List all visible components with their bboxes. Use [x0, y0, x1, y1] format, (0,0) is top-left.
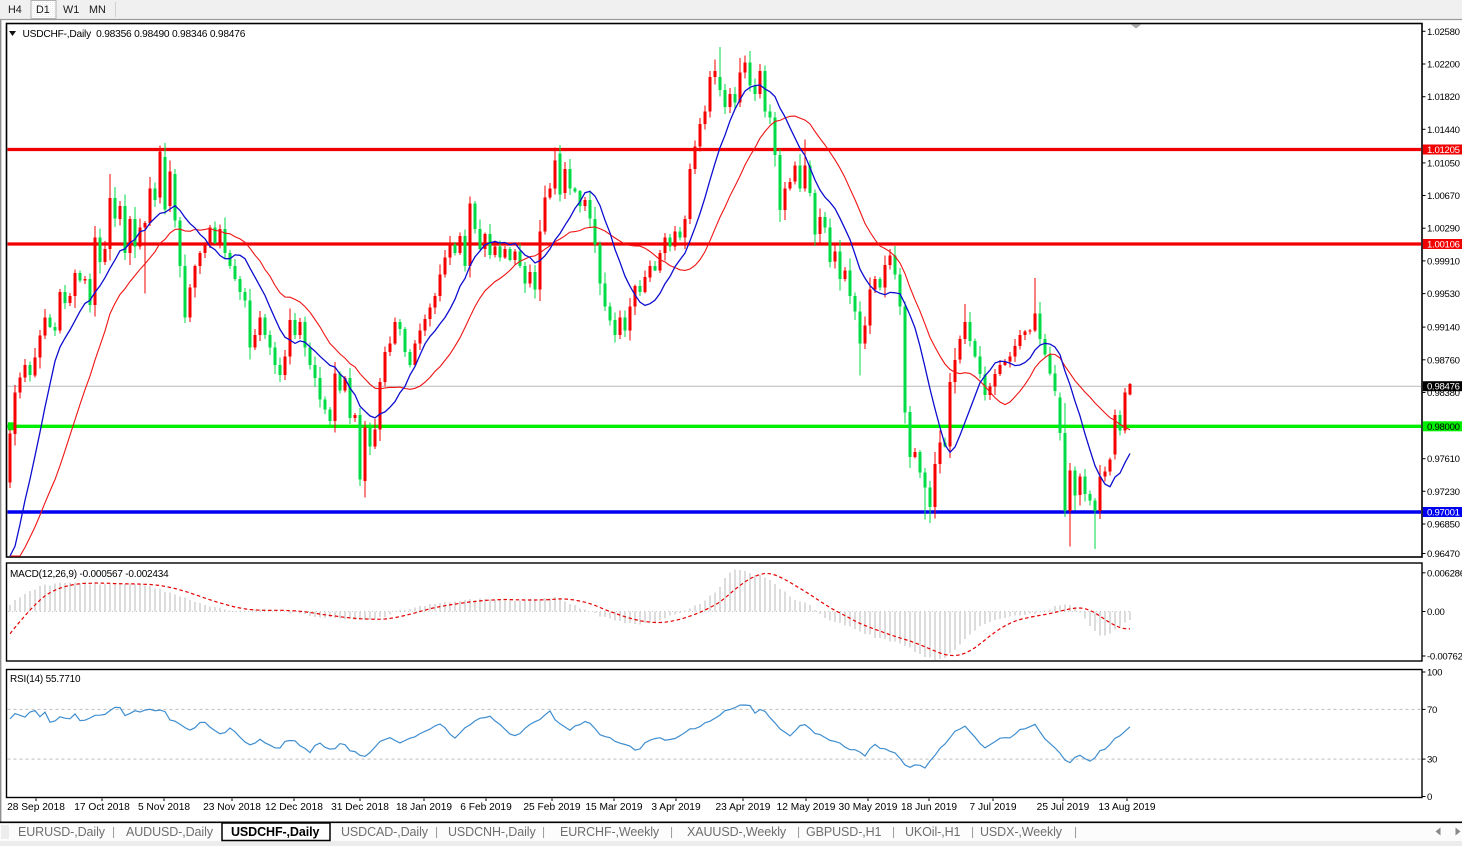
svg-text:USDCHF-,Daily: USDCHF-,Daily [231, 825, 319, 839]
svg-text:GBPUSD-,H1: GBPUSD-,H1 [806, 825, 882, 839]
svg-text:18 Jan 2019: 18 Jan 2019 [396, 802, 452, 813]
svg-text:0.96850: 0.96850 [1427, 520, 1460, 531]
svg-text:AUDUSD-,Daily: AUDUSD-,Daily [126, 825, 214, 839]
svg-text:1.01820: 1.01820 [1427, 92, 1460, 103]
svg-text:|: | [797, 825, 800, 839]
svg-text:H4: H4 [8, 4, 22, 16]
svg-text:6 Feb 2019: 6 Feb 2019 [460, 802, 512, 813]
svg-text:31 Dec 2018: 31 Dec 2018 [331, 802, 389, 813]
svg-text:17 Oct 2018: 17 Oct 2018 [74, 802, 130, 813]
svg-text:USDCHF-,Daily 0.98356 0.98490: USDCHF-,Daily 0.98356 0.98490 0.98346 0.… [23, 29, 246, 40]
svg-text:EURCHF-,Weekly: EURCHF-,Weekly [560, 825, 660, 839]
svg-text:25 Feb 2019: 25 Feb 2019 [523, 802, 581, 813]
svg-text:|: | [670, 825, 673, 839]
svg-text:23 Apr 2019: 23 Apr 2019 [716, 802, 771, 813]
svg-text:30 May 2019: 30 May 2019 [839, 802, 898, 813]
svg-text:|: | [112, 825, 115, 839]
svg-text:30: 30 [1427, 755, 1437, 766]
svg-text:0.98760: 0.98760 [1427, 355, 1460, 366]
svg-text:12 Dec 2018: 12 Dec 2018 [265, 802, 323, 813]
svg-text:|: | [542, 825, 545, 839]
svg-text:MN: MN [89, 4, 106, 16]
svg-text:1.00290: 1.00290 [1427, 224, 1460, 235]
svg-text:0.97001: 0.97001 [1427, 508, 1460, 519]
svg-text:D1: D1 [36, 4, 50, 16]
svg-text:UKOil-,H1: UKOil-,H1 [905, 825, 961, 839]
svg-text:0.006286: 0.006286 [1427, 568, 1462, 579]
svg-text:0.99530: 0.99530 [1427, 289, 1460, 300]
svg-text:0.99910: 0.99910 [1427, 256, 1460, 267]
svg-text:28 Sep 2018: 28 Sep 2018 [7, 802, 65, 813]
svg-text:USDCNH-,Daily: USDCNH-,Daily [448, 825, 536, 839]
svg-text:25 Jul 2019: 25 Jul 2019 [1037, 802, 1090, 813]
svg-text:USDCAD-,Daily: USDCAD-,Daily [341, 825, 429, 839]
svg-text:XAUUSD-,Weekly: XAUUSD-,Weekly [687, 825, 787, 839]
svg-text:0.98380: 0.98380 [1427, 388, 1460, 399]
svg-text:3 Apr 2019: 3 Apr 2019 [651, 802, 701, 813]
svg-text:100: 100 [1427, 668, 1442, 679]
svg-text:0.00: 0.00 [1427, 607, 1445, 618]
svg-text:|: | [892, 825, 895, 839]
svg-text:0.97610: 0.97610 [1427, 454, 1460, 465]
svg-text:0.96470: 0.96470 [1427, 549, 1460, 560]
svg-text:0.98000: 0.98000 [1427, 422, 1460, 433]
svg-text:70: 70 [1427, 705, 1437, 716]
svg-text:0.99140: 0.99140 [1427, 323, 1460, 334]
svg-text:1.02580: 1.02580 [1427, 27, 1460, 38]
svg-text:7 Jul 2019: 7 Jul 2019 [969, 802, 1016, 813]
svg-text:0.98476: 0.98476 [1427, 382, 1460, 393]
svg-text:0: 0 [1427, 792, 1432, 803]
svg-text:1.01205: 1.01205 [1427, 145, 1460, 156]
svg-text:1.00106: 1.00106 [1427, 240, 1460, 251]
svg-text:1.02200: 1.02200 [1427, 60, 1460, 71]
svg-text:0.97230: 0.97230 [1427, 487, 1460, 498]
svg-text:1.01440: 1.01440 [1427, 125, 1460, 136]
svg-text:18 Jun 2019: 18 Jun 2019 [901, 802, 957, 813]
svg-text:|: | [1074, 825, 1077, 839]
svg-text:-0.00762: -0.00762 [1427, 652, 1462, 663]
svg-text:1.01050: 1.01050 [1427, 158, 1460, 169]
svg-text:W1: W1 [63, 4, 79, 16]
svg-text:RSI(14) 55.7710: RSI(14) 55.7710 [10, 674, 81, 685]
svg-text:23 Nov 2018: 23 Nov 2018 [203, 802, 261, 813]
svg-text:EURUSD-,Daily: EURUSD-,Daily [18, 825, 106, 839]
svg-text:5 Nov 2018: 5 Nov 2018 [138, 802, 190, 813]
svg-text:|: | [435, 825, 438, 839]
svg-text:15 Mar 2019: 15 Mar 2019 [585, 802, 643, 813]
svg-text:|: | [971, 825, 974, 839]
svg-text:12 May 2019: 12 May 2019 [777, 802, 836, 813]
svg-text:USDX-,Weekly: USDX-,Weekly [980, 825, 1063, 839]
svg-text:1.00670: 1.00670 [1427, 191, 1460, 202]
svg-text:13 Aug 2019: 13 Aug 2019 [1098, 802, 1156, 813]
svg-text:MACD(12,26,9) -0.000567 -0.002: MACD(12,26,9) -0.000567 -0.002434 [10, 569, 169, 580]
